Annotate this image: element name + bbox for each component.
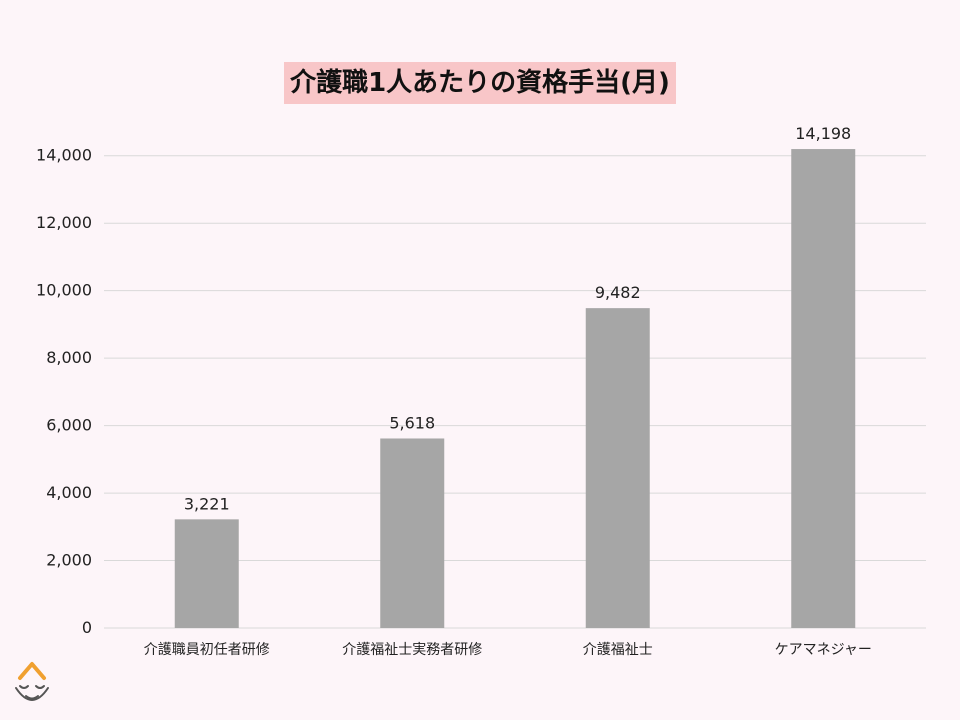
bars: [174, 149, 856, 628]
x-tick-label: 介護福祉士実務者研修: [342, 642, 482, 658]
y-tick-label: 14,000: [36, 146, 92, 165]
chart-title: 介護職1人あたりの資格手当(月): [284, 62, 676, 104]
y-tick-label: 4,000: [46, 483, 92, 502]
bar: [791, 149, 856, 628]
bar: [585, 308, 650, 628]
y-tick-label: 6,000: [46, 416, 92, 435]
bar-value-label: 9,482: [595, 283, 641, 302]
y-tick-label: 10,000: [36, 281, 92, 300]
bar-value-label: 3,221: [184, 494, 230, 513]
y-tick-label: 2,000: [46, 551, 92, 570]
title-container: 介護職1人あたりの資格手当(月): [0, 62, 960, 104]
y-tick-label: 8,000: [46, 348, 92, 367]
y-axis-ticks: 0 2,000 4,000 6,000 8,000 10,000 12,000 14,000: [36, 146, 92, 637]
bar: [380, 438, 445, 628]
x-tick-label: 介護福祉士: [583, 642, 653, 658]
x-axis-ticks: 介護職員初任者研修 介護福祉士実務者研修 介護福祉士 ケアマネジャー: [144, 641, 872, 658]
x-tick-label: ケアマネジャー: [775, 642, 872, 658]
x-tick-label: 介護職員初任者研修: [144, 641, 270, 658]
bar-value-label: 5,618: [389, 413, 435, 432]
bar: [174, 519, 239, 628]
value-labels: 3,221 5,618 9,482 14,198: [184, 124, 851, 513]
y-tick-label: 12,000: [36, 213, 92, 232]
grid-lines: [104, 155, 926, 629]
smiling-face-logo-icon: [15, 662, 49, 701]
y-tick-label: 0: [82, 618, 92, 637]
bar-value-label: 14,198: [795, 124, 851, 143]
